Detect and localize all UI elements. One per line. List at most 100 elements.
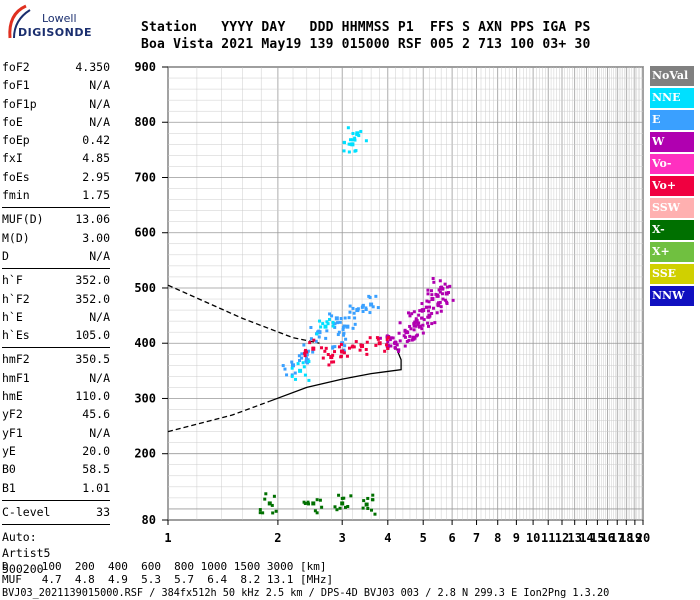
echo-point bbox=[436, 304, 440, 308]
echo-point bbox=[370, 508, 374, 512]
echo-point bbox=[427, 315, 431, 319]
echo-point bbox=[307, 502, 311, 506]
separator-line bbox=[2, 499, 110, 501]
footer-file-info: BVJ03_2021139015000.RSF / 384fx512h 50 k… bbox=[2, 588, 610, 599]
echo-point bbox=[389, 344, 393, 348]
echo-point bbox=[325, 320, 329, 324]
y-tick-label: 500 bbox=[134, 281, 156, 295]
echo-point bbox=[353, 149, 357, 153]
echo-point bbox=[337, 345, 341, 349]
echo-point bbox=[393, 341, 397, 345]
param-row: B1 1.01 bbox=[2, 479, 110, 497]
echo-point bbox=[272, 494, 276, 498]
echo-point bbox=[414, 319, 419, 324]
echo-point bbox=[311, 501, 316, 506]
echo-point bbox=[303, 354, 307, 358]
echo-point bbox=[414, 324, 418, 328]
param-value: N/A bbox=[89, 309, 110, 324]
echo-point bbox=[317, 329, 321, 333]
param-value: N/A bbox=[89, 370, 110, 385]
echo-point bbox=[418, 309, 422, 313]
echo-point bbox=[347, 316, 351, 320]
echo-point bbox=[346, 504, 350, 508]
echo-point bbox=[271, 511, 275, 515]
echo-point bbox=[296, 362, 300, 366]
logo-swoosh-icon bbox=[8, 4, 31, 39]
param-row: yF2 45.6 bbox=[2, 405, 110, 423]
echo-point bbox=[420, 316, 424, 320]
echo-point bbox=[438, 290, 442, 294]
legend-item: Vo- bbox=[650, 154, 694, 174]
param-value: 105.0 bbox=[75, 328, 110, 343]
echo-point bbox=[311, 350, 315, 354]
x-tick-label: 16 bbox=[600, 531, 614, 545]
param-label: h`Es bbox=[2, 328, 30, 343]
echo-point bbox=[342, 140, 346, 144]
echo-point bbox=[383, 349, 387, 353]
echo-point bbox=[412, 322, 416, 326]
echo-point bbox=[301, 361, 305, 365]
legend-item: NNW bbox=[650, 286, 694, 306]
echo-point bbox=[398, 321, 402, 325]
echo-point bbox=[318, 498, 322, 502]
echo-point bbox=[351, 132, 355, 136]
param-row: foF2 4.350 bbox=[2, 58, 110, 76]
param-label: h`F bbox=[2, 273, 23, 288]
param-value: 350.5 bbox=[75, 352, 110, 367]
echo-point bbox=[308, 341, 312, 345]
echo-point bbox=[406, 330, 410, 334]
echo-point bbox=[339, 317, 343, 321]
echo-point bbox=[386, 340, 390, 344]
echo-point bbox=[348, 304, 352, 308]
legend-item: X- bbox=[650, 220, 694, 240]
echo-point bbox=[327, 317, 331, 321]
echo-point bbox=[411, 335, 416, 340]
echo-point bbox=[342, 351, 346, 355]
legend-item: NNE bbox=[650, 88, 694, 108]
param-label: foF1 bbox=[2, 78, 30, 93]
param-label: h`E bbox=[2, 309, 23, 324]
legend: NoVal NNE E W Vo- Vo+ SSW X- X+ SSE NNW bbox=[650, 66, 694, 308]
echo-point bbox=[326, 353, 330, 357]
echo-point bbox=[313, 509, 317, 513]
echo-point bbox=[374, 343, 378, 347]
echo-point bbox=[270, 503, 274, 507]
echo-point bbox=[444, 291, 449, 296]
header-values: Boa Vista 2021 May19 139 015000 RSF 005 … bbox=[141, 37, 591, 52]
echo-point bbox=[341, 327, 345, 331]
param-row: hmF2 350.5 bbox=[2, 350, 110, 368]
echo-point bbox=[417, 313, 421, 317]
param-row: h`Es 105.0 bbox=[2, 326, 110, 344]
param-label: B0 bbox=[2, 462, 16, 477]
echo-point bbox=[321, 322, 325, 326]
separator-line bbox=[2, 347, 110, 349]
echo-point bbox=[323, 349, 327, 353]
param-row: h`E N/A bbox=[2, 308, 110, 326]
echo-point bbox=[303, 373, 307, 377]
echo-point bbox=[403, 335, 407, 339]
echo-point bbox=[304, 348, 308, 352]
echo-point bbox=[342, 149, 346, 153]
echo-point bbox=[439, 305, 443, 309]
echo-point bbox=[307, 359, 311, 363]
echo-point bbox=[302, 343, 306, 347]
plot-frame bbox=[167, 66, 644, 521]
echo-point bbox=[438, 300, 442, 304]
param-value: 4.85 bbox=[82, 151, 110, 166]
echo-point bbox=[302, 365, 306, 369]
echo-point bbox=[342, 496, 346, 500]
param-label: D bbox=[2, 248, 9, 263]
echo-point bbox=[290, 366, 294, 370]
echo-point bbox=[374, 294, 378, 298]
echo-point bbox=[264, 492, 268, 496]
echo-point bbox=[366, 496, 370, 500]
echo-point bbox=[345, 354, 349, 358]
separator-line bbox=[2, 524, 110, 526]
echo-point bbox=[391, 336, 395, 340]
echo-point bbox=[409, 327, 413, 331]
echo-point bbox=[332, 360, 336, 364]
echo-point bbox=[397, 348, 401, 352]
echo-point bbox=[385, 343, 389, 347]
echo-point bbox=[290, 360, 294, 364]
